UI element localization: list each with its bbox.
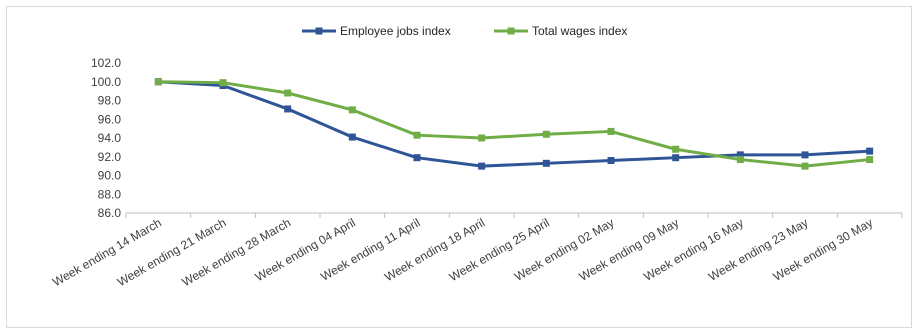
data-point (801, 162, 809, 170)
data-point (348, 133, 356, 141)
legend-marker (315, 27, 323, 35)
data-point (219, 79, 227, 87)
series-line (156, 80, 872, 168)
legend-label: Employee jobs index (340, 24, 451, 38)
y-axis: 86.0 88.0 90.0 92.0 94.0 96.0 98.0 100.0 102.0 (91, 56, 121, 220)
data-point (542, 130, 550, 138)
y-tick-label: 86.0 (98, 206, 122, 220)
y-tick-label: 96.0 (98, 112, 122, 126)
series-1 (154, 78, 874, 170)
y-tick-label: 98.0 (98, 94, 122, 108)
data-point (284, 89, 292, 97)
y-tick-label: 100.0 (91, 75, 121, 89)
y-tick-label: 90.0 (98, 169, 122, 183)
data-point (607, 127, 615, 135)
data-point (542, 159, 550, 167)
legend-marker (507, 27, 515, 35)
x-category-label: Week ending 14 March (50, 215, 164, 289)
data-point (801, 151, 809, 159)
data-point (672, 145, 680, 153)
legend-item: Total wages index (494, 24, 627, 38)
chart-frame (6, 6, 912, 328)
data-point (284, 105, 292, 113)
x-category-label: Week ending 21 March (115, 215, 229, 289)
legend-item: Employee jobs index (302, 24, 451, 38)
data-point (348, 106, 356, 114)
data-point (413, 154, 421, 162)
data-point (413, 131, 421, 139)
y-tick-label: 102.0 (91, 56, 121, 70)
series-layer (154, 78, 874, 170)
legend: Employee jobs index Total wages index (302, 24, 627, 38)
data-point (154, 78, 162, 86)
y-tick-label: 92.0 (98, 150, 122, 164)
data-point (736, 151, 744, 159)
series-line (156, 80, 872, 168)
y-tick-label: 94.0 (98, 131, 122, 145)
data-point (672, 154, 680, 162)
y-tick-label: 88.0 (98, 187, 122, 201)
legend-label: Total wages index (532, 24, 627, 38)
data-point (607, 157, 615, 164)
series-2 (154, 78, 874, 170)
data-point (866, 147, 874, 155)
x-category-label: Week ending 28 March (179, 215, 293, 289)
data-point (866, 156, 874, 164)
data-point (478, 134, 486, 142)
data-point (736, 156, 744, 164)
data-point (478, 162, 486, 170)
